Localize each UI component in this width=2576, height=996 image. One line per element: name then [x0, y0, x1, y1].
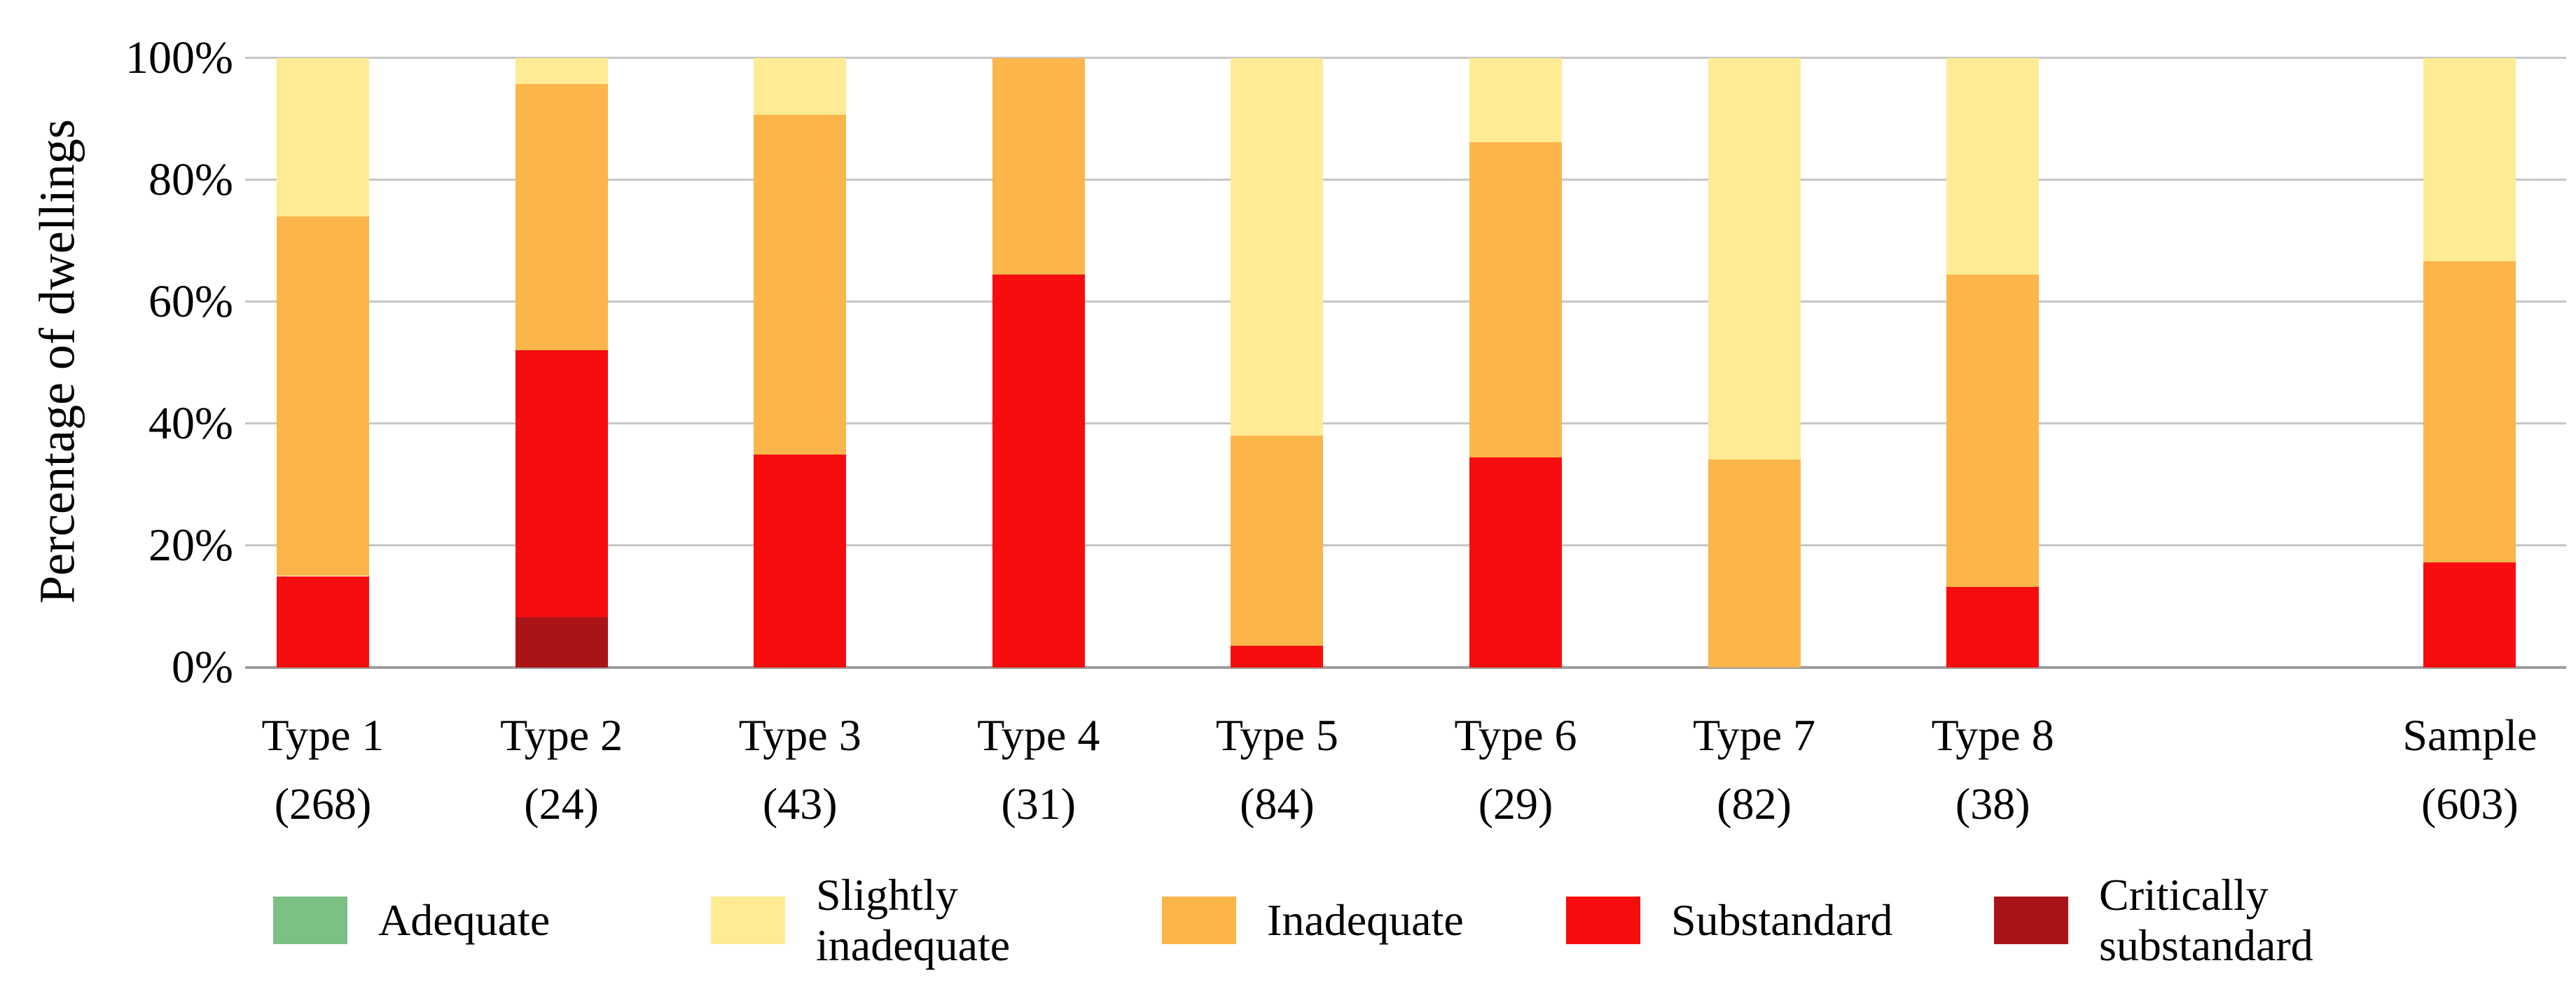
bar-segment-type-7-slightly-inadequate — [1708, 58, 1801, 460]
x-label-sample: Sample (603) — [2336, 709, 2576, 831]
legend-item-substandard: Substandard — [1566, 867, 2007, 974]
legend-item-inadequate: Inadequate — [1162, 867, 1603, 974]
category-count: (268) — [274, 779, 372, 829]
legend-label-inadequate: Inadequate — [1267, 895, 1464, 945]
y-tick-label-100: 100% — [125, 32, 233, 83]
bar-segment-type-4-inadequate — [992, 58, 1085, 275]
category-name: Type 8 — [1931, 710, 2054, 760]
y-tick-label-40: 40% — [148, 398, 233, 449]
category-count: (82) — [1717, 779, 1792, 829]
bar-segment-sample-inadequate — [2423, 261, 2516, 563]
x-label-type-3: Type 3 (43) — [667, 709, 933, 831]
bar-segment-sample-slightly-inadequate — [2423, 58, 2516, 261]
y-tick-label-60: 60% — [148, 276, 233, 327]
gridline-40 — [245, 422, 2566, 424]
bar-segment-type-3-slightly-inadequate — [754, 58, 847, 115]
gridline-20 — [245, 544, 2566, 546]
bar-segment-type-2-slightly-inadequate — [515, 58, 608, 84]
category-count: (43) — [762, 779, 838, 829]
bar-segment-type-6-slightly-inadequate — [1469, 58, 1562, 143]
x-label-type-7: Type 7 (82) — [1621, 709, 1888, 831]
bar-segment-type-8-substandard — [1946, 587, 2040, 668]
bar-segment-type-1-slightly-inadequate — [277, 58, 369, 217]
category-name: Sample — [2402, 710, 2537, 760]
category-count: (603) — [2421, 779, 2519, 829]
category-count: (38) — [1955, 779, 2030, 829]
legend-label-slightly-inadequate: Slightly inadequate — [816, 870, 1011, 970]
x-label-type-1: Type 1 (268) — [190, 709, 456, 831]
bar-segment-type-3-substandard — [754, 455, 847, 668]
bar-segment-type-8-slightly-inadequate — [1946, 58, 2040, 275]
bar-segment-type-2-substandard — [515, 350, 608, 617]
category-count: (29) — [1478, 779, 1553, 829]
bar-segment-type-1-substandard — [277, 576, 369, 668]
bar-segment-type-6-inadequate — [1469, 142, 1562, 457]
gridline-100 — [245, 57, 2566, 59]
legend-swatch-slightly-inadequate — [711, 897, 785, 944]
legend-item-critically-substandard: Critically substandard — [1994, 867, 2435, 974]
legend-item-slightly-inadequate: Slightly inadequate — [711, 867, 1152, 974]
category-name: Type 5 — [1215, 710, 1338, 760]
y-tick-label-0: 0% — [172, 642, 233, 693]
y-tick-label-80: 80% — [148, 154, 233, 205]
category-name: Type 6 — [1454, 710, 1577, 760]
legend-swatch-inadequate — [1162, 897, 1236, 944]
bar-segment-type-2-inadequate — [515, 83, 608, 350]
bar-segment-type-8-inadequate — [1946, 274, 2040, 588]
category-name: Type 4 — [977, 710, 1100, 760]
x-label-type-8: Type 8 (38) — [1860, 709, 2126, 831]
category-name: Type 2 — [500, 710, 623, 760]
gridline-60 — [245, 300, 2566, 303]
bar-segment-type-5-substandard — [1231, 645, 1324, 668]
legend-label-substandard: Substandard — [1671, 895, 1893, 945]
x-label-type-6: Type 6 (29) — [1383, 709, 1649, 831]
category-name: Type 3 — [738, 710, 861, 760]
x-label-type-5: Type 5 (84) — [1144, 709, 1410, 831]
category-name: Type 1 — [261, 710, 385, 760]
legend-item-adequate: Adequate — [273, 867, 714, 974]
bar-segment-type-3-inadequate — [754, 114, 847, 455]
y-tick-label-20: 20% — [148, 520, 233, 571]
category-count: (31) — [1001, 779, 1076, 829]
bar-segment-type-6-substandard — [1469, 457, 1562, 668]
bar-segment-type-2-critically-substandard — [515, 616, 608, 668]
bar-segment-type-4-substandard — [992, 274, 1085, 668]
x-label-type-4: Type 4 (31) — [906, 709, 1172, 831]
bar-segment-sample-substandard — [2423, 562, 2516, 668]
category-name: Type 7 — [1693, 710, 1816, 760]
legend-swatch-substandard — [1566, 897, 1640, 944]
legend-label-adequate: Adequate — [378, 895, 550, 945]
bar-segment-type-5-inadequate — [1231, 435, 1324, 646]
category-count: (24) — [524, 779, 599, 829]
gridline-80 — [245, 179, 2566, 181]
legend-label-critically-substandard: Critically substandard — [2099, 870, 2313, 970]
category-count: (84) — [1240, 779, 1315, 829]
bar-segment-type-1-inadequate — [277, 216, 369, 576]
legend-swatch-critically-substandard — [1994, 897, 2068, 944]
bar-segment-type-5-slightly-inadequate — [1231, 58, 1324, 436]
x-label-type-2: Type 2 (24) — [429, 709, 695, 831]
legend-swatch-adequate — [273, 897, 347, 944]
x-axis-line — [245, 666, 2566, 669]
bar-segment-type-7-inadequate — [1708, 459, 1801, 668]
